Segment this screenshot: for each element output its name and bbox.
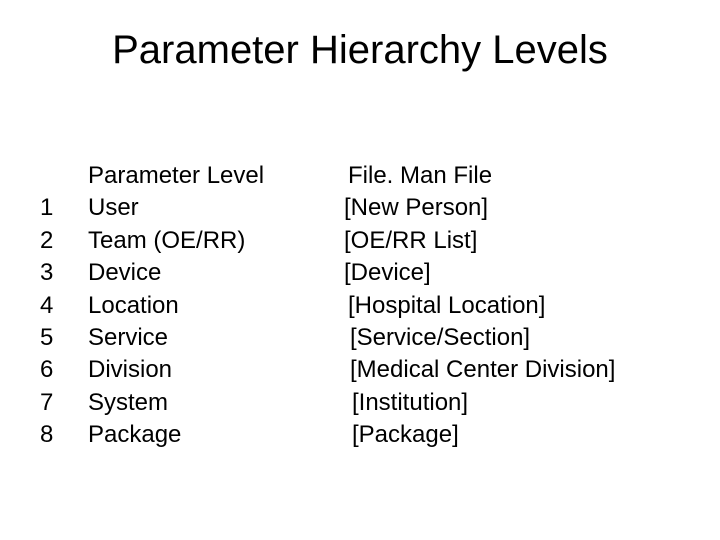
row-file: [OE/RR List] [340,225,680,257]
row-left: 5 Service [40,322,340,354]
row-file: [Device] [340,257,680,289]
row-file: [Package] [340,419,680,451]
row-num: 6 [40,354,88,386]
table-row: 5 Service [Service/Section] [40,322,680,354]
header-left: Parameter Level [88,160,340,192]
table-row: 4 Location [Hospital Location] [40,290,680,322]
row-left: 1 User [40,192,340,224]
row-file: [New Person] [340,192,680,224]
row-file: [Service/Section] [340,322,680,354]
row-num: 5 [40,322,88,354]
row-file: [Medical Center Division] [340,354,680,386]
row-label: User [88,192,340,224]
slide: Parameter Hierarchy Levels 0 Parameter L… [0,0,720,540]
row-label: Division [88,354,340,386]
header-right: File. Man File [340,160,680,192]
table-row: 2 Team (OE/RR) [OE/RR List] [40,225,680,257]
row-num: 3 [40,257,88,289]
row-num: 4 [40,290,88,322]
row-label: Service [88,322,340,354]
row-label: Package [88,419,340,451]
row-label: Device [88,257,340,289]
table-row: 1 User [New Person] [40,192,680,224]
header-row: 0 Parameter Level File. Man File [40,160,680,192]
row-num: 2 [40,225,88,257]
row-num: 8 [40,419,88,451]
row-file: [Institution] [340,387,680,419]
row-left: 4 Location [40,290,340,322]
row-label: System [88,387,340,419]
row-num: 7 [40,387,88,419]
table-row: 7 System [Institution] [40,387,680,419]
row-file: [Hospital Location] [340,290,680,322]
header-left-cell: 0 Parameter Level [40,160,340,192]
slide-title: Parameter Hierarchy Levels [0,28,720,73]
row-left: 3 Device [40,257,340,289]
row-left: 8 Package [40,419,340,451]
table-row: 3 Device [Device] [40,257,680,289]
row-label: Location [88,290,340,322]
row-left: 6 Division [40,354,340,386]
slide-body: 0 Parameter Level File. Man File 1 User … [40,160,680,452]
row-label: Team (OE/RR) [88,225,340,257]
row-left: 7 System [40,387,340,419]
table-row: 6 Division [Medical Center Division] [40,354,680,386]
row-num: 1 [40,192,88,224]
row-left: 2 Team (OE/RR) [40,225,340,257]
table-row: 8 Package [Package] [40,419,680,451]
